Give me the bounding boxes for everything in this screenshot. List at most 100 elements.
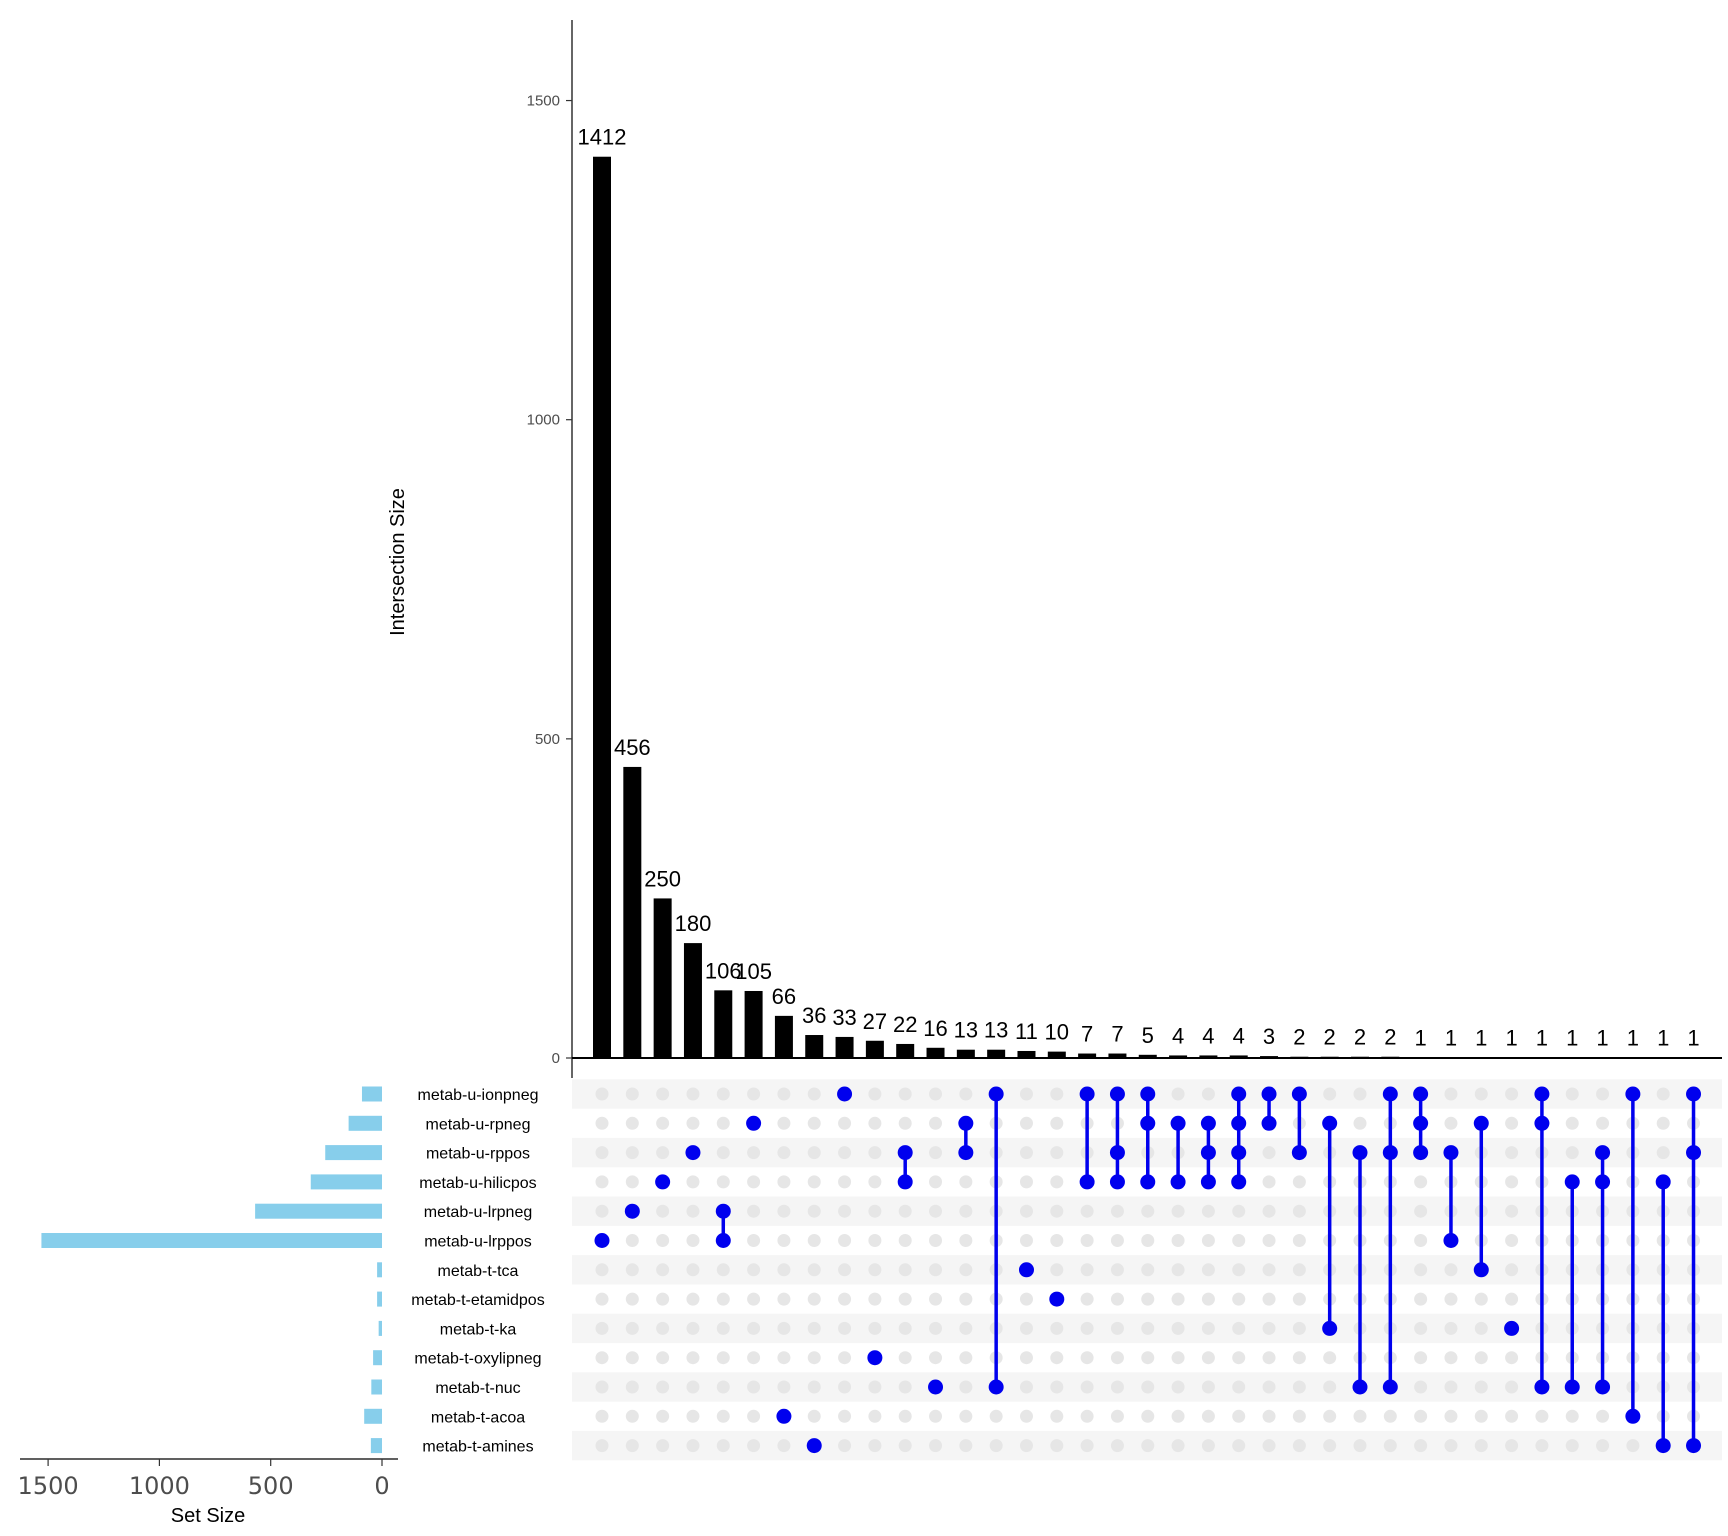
matrix-dot-inactive <box>1019 1146 1033 1160</box>
matrix-dot-inactive <box>656 1146 670 1160</box>
matrix-dot-inactive <box>716 1321 730 1335</box>
matrix-dot-inactive <box>898 1439 912 1453</box>
matrix-dot-inactive <box>1141 1439 1155 1453</box>
matrix-dot-inactive <box>747 1439 761 1453</box>
matrix-dot-inactive <box>1141 1234 1155 1247</box>
matrix-dot-inactive <box>1171 1409 1185 1423</box>
matrix-dot-active <box>1170 1174 1186 1190</box>
matrix-dot-inactive <box>716 1116 730 1130</box>
intersection-bar-label: 2 <box>1324 1025 1336 1050</box>
matrix-dot-active <box>1655 1174 1671 1190</box>
matrix-dot-active <box>1352 1379 1368 1395</box>
matrix-dot-inactive <box>807 1380 821 1394</box>
matrix-dot-inactive <box>747 1204 761 1218</box>
matrix-dot-inactive <box>1050 1116 1064 1130</box>
matrix-dot-inactive <box>625 1175 639 1189</box>
matrix-dot-inactive <box>1414 1292 1428 1306</box>
intersection-bar-label: 456 <box>614 735 651 760</box>
matrix-dot-active <box>988 1086 1004 1102</box>
set-label: metab-t-amines <box>422 1439 533 1456</box>
matrix-dot-inactive <box>1596 1087 1610 1101</box>
intersection-bar <box>1502 1057 1521 1059</box>
matrix-dot-inactive <box>1262 1234 1276 1247</box>
matrix-dot-inactive <box>868 1439 882 1453</box>
matrix-dot-inactive <box>1414 1380 1428 1394</box>
set-label: metab-t-oxylipneg <box>414 1351 541 1368</box>
matrix-dot-inactive <box>1414 1409 1428 1423</box>
set-size-bar <box>377 1291 382 1307</box>
matrix-dot-active <box>837 1086 853 1102</box>
intersection-bar <box>1381 1056 1400 1058</box>
matrix-dot-active <box>1140 1174 1156 1190</box>
matrix-dot-inactive <box>1171 1439 1185 1453</box>
set-size-bar <box>371 1379 382 1395</box>
matrix-dot-inactive <box>1232 1439 1246 1453</box>
matrix-dot-inactive <box>686 1175 700 1189</box>
matrix-dot-inactive <box>1080 1321 1094 1335</box>
matrix-dot-inactive <box>747 1175 761 1189</box>
set-label: metab-u-rppos <box>426 1146 530 1163</box>
intersection-bar <box>926 1047 945 1058</box>
matrix-column <box>1170 1087 1186 1453</box>
matrix-dot-inactive <box>1596 1439 1610 1453</box>
intersection-bar <box>1229 1055 1248 1058</box>
set-label: metab-u-hilicpos <box>419 1175 536 1192</box>
matrix-dot-inactive <box>1201 1087 1215 1101</box>
matrix-dot-inactive <box>1019 1409 1033 1423</box>
matrix-dot-inactive <box>1292 1439 1306 1453</box>
matrix-column <box>655 1087 671 1453</box>
matrix-dot-inactive <box>1262 1146 1276 1160</box>
matrix-column <box>1140 1086 1156 1453</box>
matrix-dot-inactive <box>1201 1204 1215 1218</box>
matrix-dot-inactive <box>686 1087 700 1101</box>
matrix-dot-inactive <box>1019 1351 1033 1365</box>
matrix-dot-inactive <box>1080 1263 1094 1277</box>
matrix-dot-inactive <box>1201 1409 1215 1423</box>
matrix-column <box>1534 1086 1550 1453</box>
matrix-column <box>867 1087 883 1453</box>
matrix-dot-inactive <box>868 1380 882 1394</box>
intersection-bar-label: 1 <box>1536 1025 1548 1050</box>
matrix-dot-active <box>1231 1145 1247 1161</box>
y-tick-label: 500 <box>535 731 560 748</box>
matrix-dot-inactive <box>807 1292 821 1306</box>
matrix-dot-active <box>1200 1115 1216 1131</box>
matrix-dot-inactive <box>929 1234 943 1247</box>
matrix-dot-inactive <box>929 1351 943 1365</box>
matrix-dot-inactive <box>807 1146 821 1160</box>
matrix-dot-active <box>1382 1379 1398 1395</box>
matrix-dot-inactive <box>1353 1116 1367 1130</box>
matrix-dot-inactive <box>1292 1263 1306 1277</box>
matrix-dot-inactive <box>1171 1234 1185 1247</box>
matrix-dot-inactive <box>838 1234 852 1247</box>
matrix-dot-inactive <box>1444 1380 1458 1394</box>
matrix-dot-inactive <box>625 1146 639 1160</box>
matrix-dot-active <box>1231 1086 1247 1102</box>
intersection-bar-label: 13 <box>984 1018 1008 1043</box>
matrix-dot-inactive <box>747 1292 761 1306</box>
set-size-axis: Set Size <box>20 1458 398 1527</box>
set-size-bar <box>255 1203 382 1219</box>
matrix-dot-inactive <box>595 1292 609 1306</box>
matrix-dot-inactive <box>625 1292 639 1306</box>
matrix-dot-active <box>1595 1145 1611 1161</box>
intersection-bar <box>865 1040 884 1058</box>
matrix-dot-active <box>1443 1145 1459 1161</box>
set-size-bar <box>373 1350 382 1366</box>
matrix-dot-inactive <box>898 1263 912 1277</box>
matrix-dot-active <box>1564 1379 1580 1395</box>
matrix-dot-inactive <box>1505 1380 1519 1394</box>
matrix-dot-inactive <box>595 1146 609 1160</box>
matrix-dot-inactive <box>1292 1380 1306 1394</box>
matrix-dot-inactive <box>716 1175 730 1189</box>
matrix-dot-inactive <box>959 1263 973 1277</box>
matrix-dot-inactive <box>777 1263 791 1277</box>
matrix-dot-inactive <box>838 1439 852 1453</box>
intersection-bar <box>1078 1053 1097 1058</box>
matrix-dot-inactive <box>898 1409 912 1423</box>
matrix-column <box>1079 1086 1095 1453</box>
matrix-dot-active <box>1473 1115 1489 1131</box>
matrix-dot-active <box>1686 1438 1702 1454</box>
matrix-dot-inactive <box>1474 1380 1488 1394</box>
matrix-dot-inactive <box>656 1204 670 1218</box>
